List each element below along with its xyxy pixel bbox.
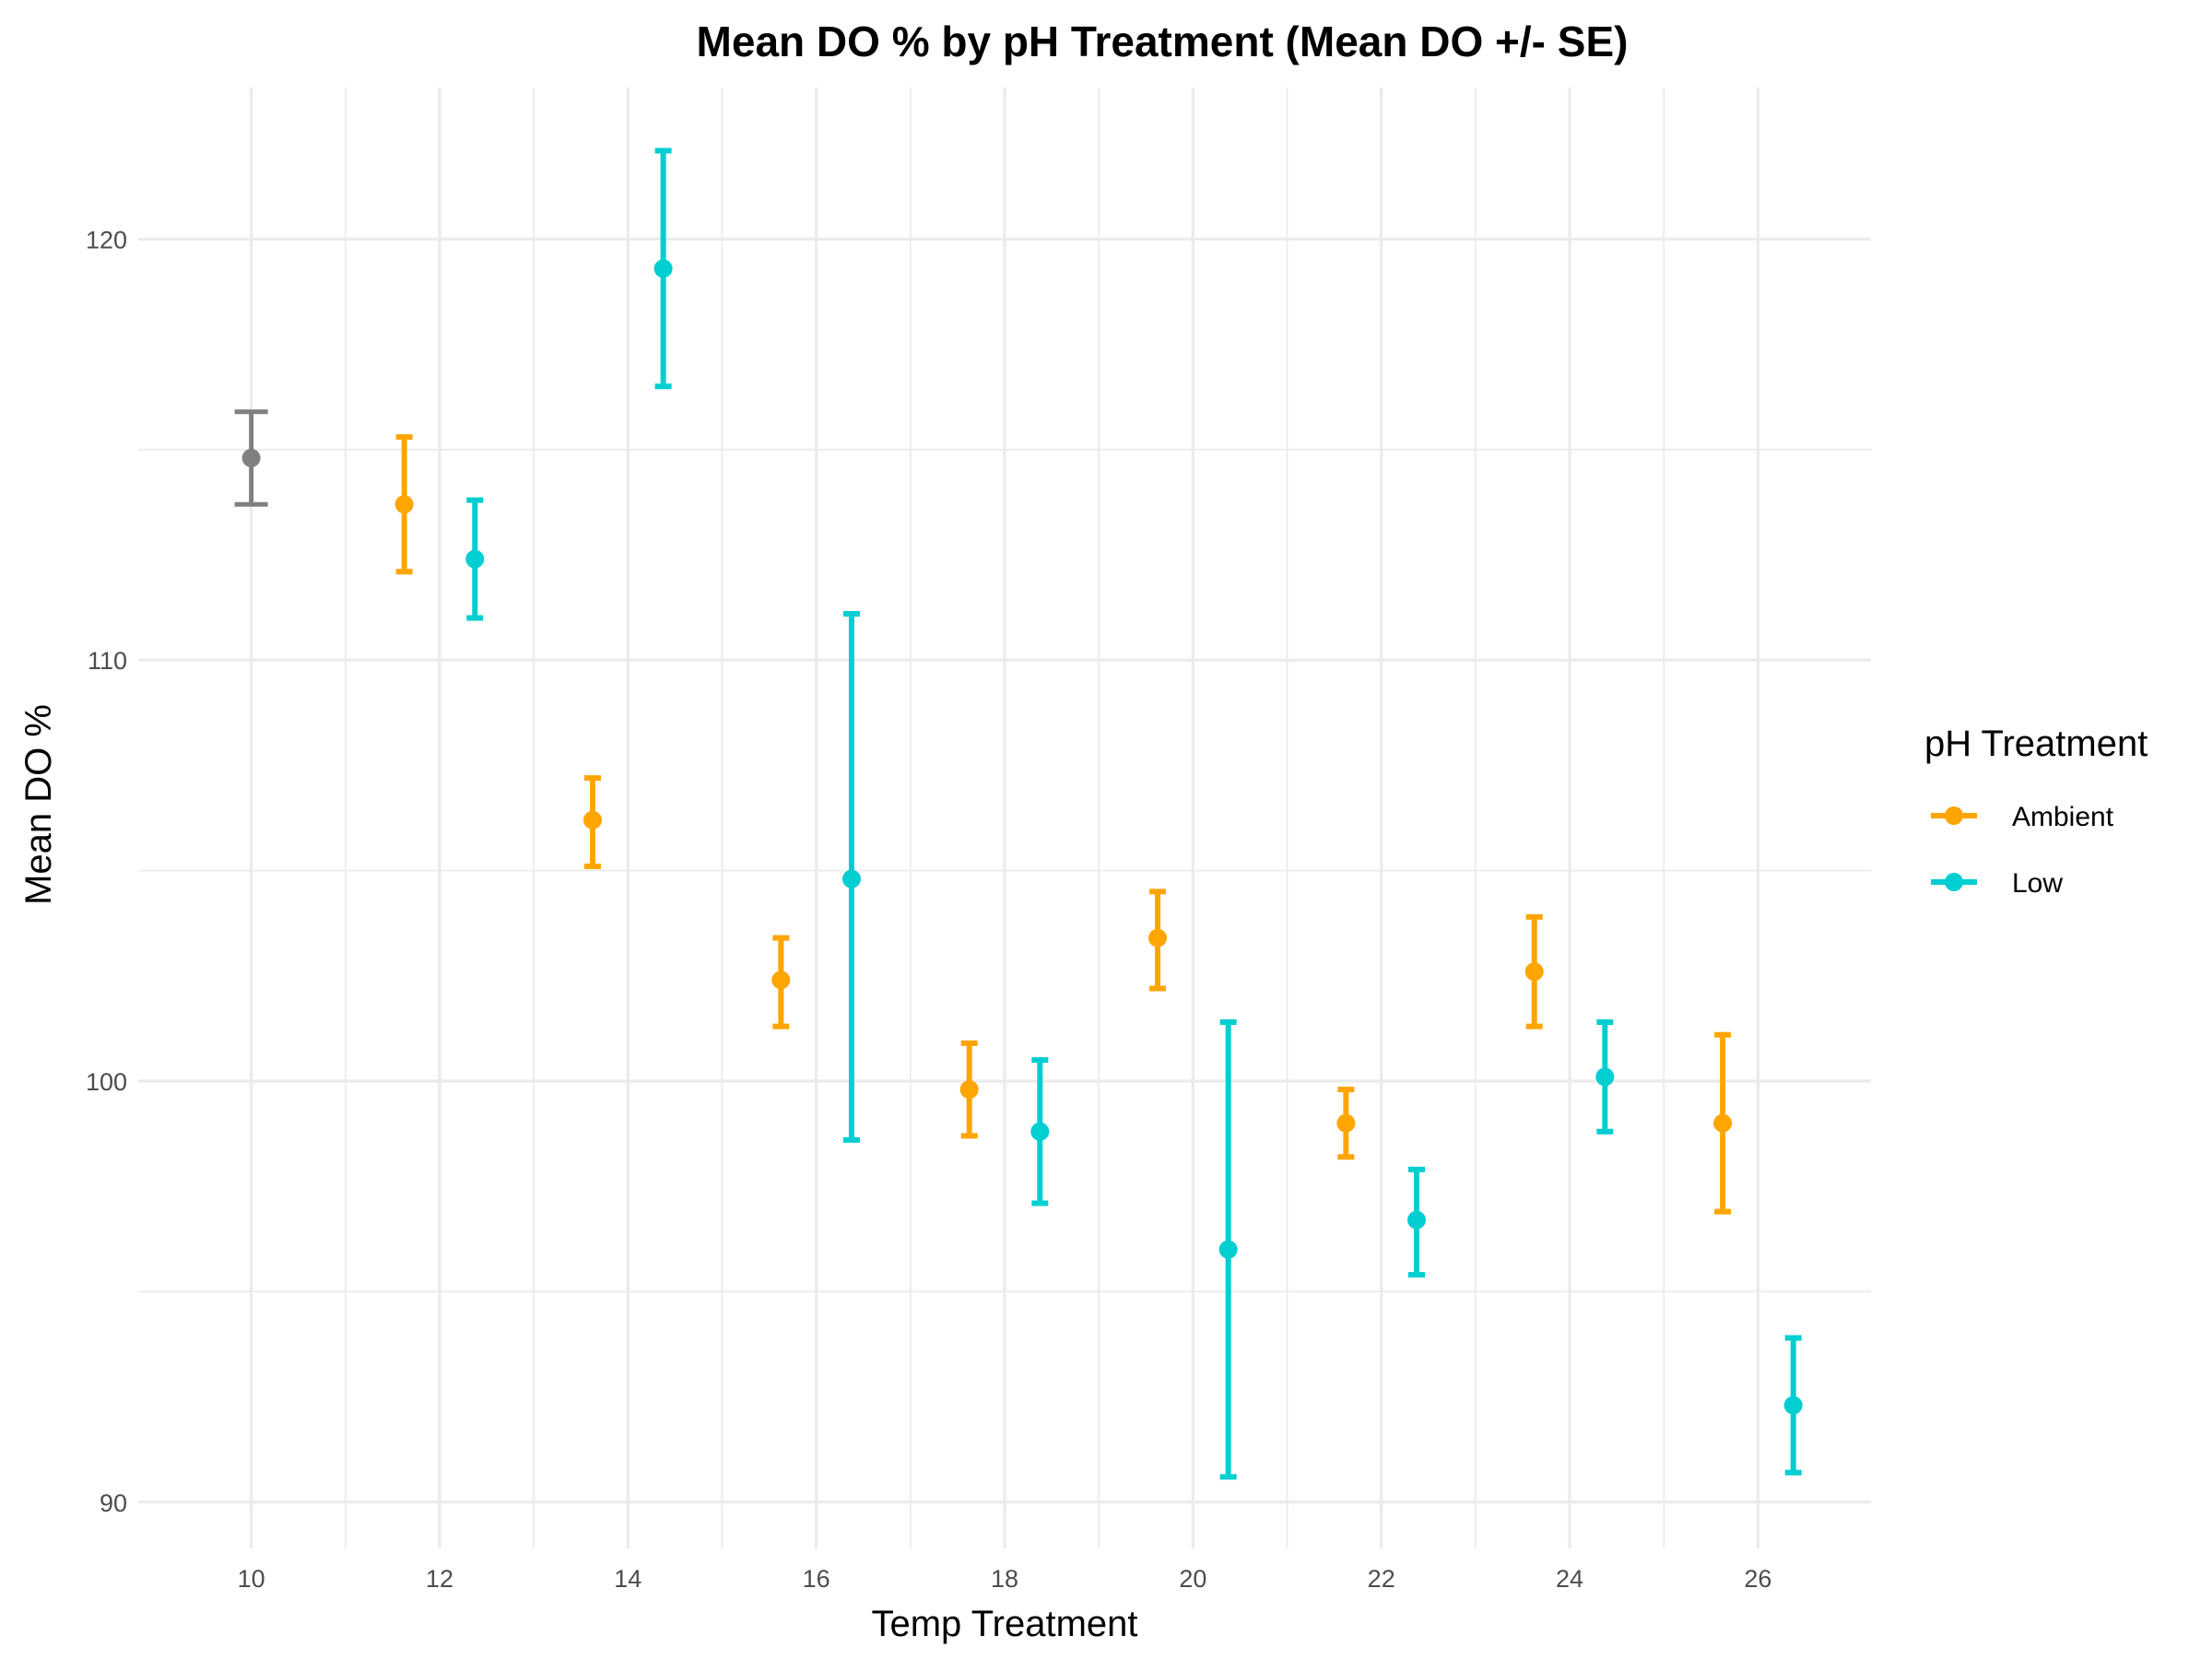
x-tick-label: 26 — [1744, 1565, 1771, 1593]
mean-point — [653, 259, 673, 278]
grid — [138, 88, 1871, 1548]
y-axis-label: Mean DO % — [18, 704, 59, 905]
errorbar-point-ambient — [582, 775, 602, 870]
mean-point — [241, 448, 261, 467]
x-tick-label: 10 — [238, 1565, 265, 1593]
errorbar-point — [234, 409, 268, 507]
mean-point — [1218, 1240, 1238, 1259]
x-tick-label: 22 — [1368, 1565, 1395, 1593]
errorbar-point-ambient — [1524, 913, 1544, 1030]
mean-point — [582, 810, 602, 830]
x-tick-label: 14 — [614, 1565, 641, 1593]
mean-point — [1524, 962, 1544, 982]
legend-item-low: Low — [1931, 868, 2063, 899]
errorbar-point-low — [1407, 1166, 1427, 1278]
legend: pH Treatment Ambient Low — [1924, 724, 2147, 899]
mean-point — [1336, 1113, 1356, 1133]
x-tick-label: 24 — [1556, 1565, 1583, 1593]
errorbar-point-low — [1030, 1057, 1050, 1206]
errorbar-point-ambient — [1336, 1087, 1356, 1160]
mean-point — [465, 549, 485, 569]
legend-items: Ambient Low — [1931, 802, 2114, 899]
legend-title: pH Treatment — [1924, 724, 2147, 764]
x-tick-label: 20 — [1179, 1565, 1206, 1593]
mean-point — [959, 1080, 979, 1100]
legend-item-ambient: Ambient — [1931, 802, 2114, 832]
errorbar-point-low — [841, 610, 861, 1143]
x-tick-label: 16 — [803, 1565, 830, 1593]
legend-label: Low — [2012, 868, 2063, 899]
mean-point — [841, 869, 861, 888]
errorbar-point-ambient — [1713, 1031, 1733, 1215]
errorbar-point-ambient — [959, 1040, 979, 1139]
errorbar-point-ambient — [394, 434, 414, 575]
mean-point — [1030, 1122, 1050, 1141]
data-layer — [234, 147, 1803, 1480]
legend-label: Ambient — [2012, 802, 2114, 832]
y-tick-label: 120 — [86, 226, 127, 253]
mean-point — [1595, 1067, 1615, 1087]
x-tick-label: 18 — [991, 1565, 1018, 1593]
legend-key-point — [1945, 806, 1963, 825]
y-tick-label: 110 — [88, 647, 127, 675]
mean-point — [1713, 1113, 1733, 1133]
errorbar-point-ambient — [1148, 888, 1168, 992]
x-axis-label: Temp Treatment — [871, 1604, 1137, 1644]
mean-point — [1407, 1210, 1427, 1230]
errorbar-point-low — [653, 147, 673, 390]
y-axis-ticks: 90 100 110 120 — [86, 226, 127, 1516]
mean-point — [394, 495, 414, 514]
x-axis-ticks: 10 12 14 16 18 20 22 24 26 — [238, 1565, 1772, 1593]
errorbar-point-ambient — [771, 935, 791, 1030]
mean-point — [1148, 928, 1168, 947]
chart-title: Mean DO % by pH Treatment (Mean DO +/- S… — [697, 18, 1629, 65]
x-tick-label: 12 — [426, 1565, 453, 1593]
y-tick-label: 90 — [100, 1489, 127, 1517]
y-tick-label: 100 — [86, 1068, 127, 1096]
errorbar-point-low — [1218, 1019, 1238, 1480]
mean-point — [1783, 1395, 1803, 1415]
errorbar-point-low — [1783, 1335, 1803, 1476]
errorbar-point-low — [465, 497, 485, 621]
errorbar-point-low — [1595, 1019, 1615, 1135]
legend-key-point — [1945, 873, 1963, 891]
mean-point — [771, 971, 791, 990]
